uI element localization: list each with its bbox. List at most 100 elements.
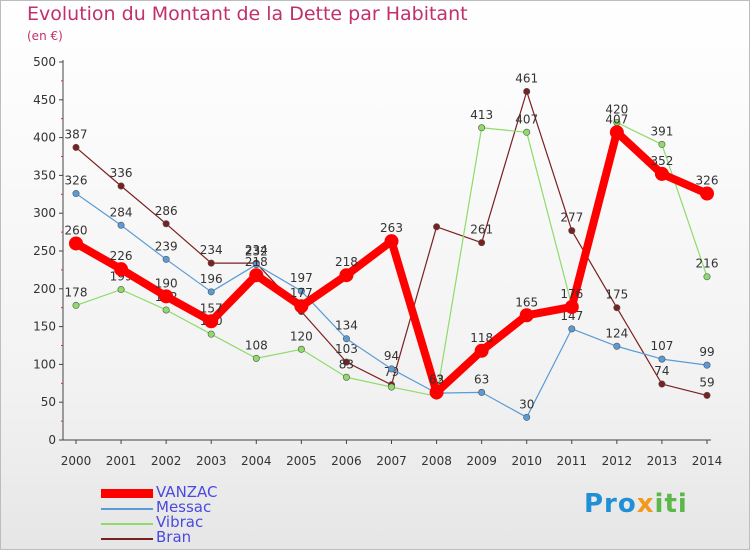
data-point-vanzac: [429, 385, 444, 400]
x-tick-label: 2001: [106, 454, 137, 468]
data-label-messac: 107: [650, 339, 673, 353]
x-tick-label: 2007: [376, 454, 407, 468]
data-label-vanzac: 407: [605, 112, 628, 126]
chart-title: Evolution du Montant de la Dette par Hab…: [27, 3, 468, 25]
data-point-vanzac: [294, 299, 309, 314]
x-tick-label: 2012: [602, 454, 633, 468]
y-tick-label: 500: [33, 55, 56, 69]
data-point-messac: [342, 335, 350, 343]
data-point-vibrac: [703, 273, 711, 281]
y-tick-label: 250: [33, 244, 56, 258]
x-tick-label: 2010: [511, 454, 542, 468]
data-point-vanzac: [474, 343, 489, 358]
data-label-vibrac: 216: [696, 257, 719, 271]
data-label-bran: 234: [200, 243, 223, 257]
y-tick-label: 50: [41, 395, 56, 409]
data-label-bran: 336: [110, 166, 133, 180]
legend-item-vanzac[interactable]: VANZAC: [101, 483, 301, 501]
data-point-messac: [703, 361, 711, 369]
data-point-bran: [478, 239, 486, 247]
x-tick-label: 2002: [151, 454, 182, 468]
y-tick-label: 350: [33, 168, 56, 182]
data-point-vanzac: [609, 125, 624, 140]
data-label-vanzac: 218: [335, 255, 358, 269]
legend-label: Vibrac: [156, 513, 204, 531]
data-label-vanzac: 352: [650, 154, 673, 168]
x-tick-label: 2003: [196, 454, 227, 468]
data-point-bran: [613, 304, 621, 312]
y-tick-label: 150: [33, 320, 56, 334]
x-tick-label: 2005: [286, 454, 317, 468]
data-label-vibrac: 178: [65, 285, 88, 299]
chart-unit: (en €): [27, 29, 63, 43]
legend-label: VANZAC: [156, 483, 218, 501]
proxiti-logo[interactable]: Proxiti: [584, 489, 688, 519]
data-point-vanzac: [204, 314, 219, 329]
data-point-bran: [568, 227, 576, 235]
data-point-bran: [342, 358, 350, 366]
x-tick-label: 2008: [421, 454, 452, 468]
legend-swatch: [101, 538, 153, 540]
data-label-messac: 134: [335, 319, 358, 333]
data-label-vanzac: 118: [470, 331, 493, 345]
legend-item-bran[interactable]: Bran: [101, 529, 301, 546]
data-point-vibrac: [658, 140, 666, 148]
data-point-vanzac: [700, 186, 714, 201]
y-tick-label: 200: [33, 282, 56, 296]
legend-item-messac[interactable]: Messac: [101, 498, 301, 516]
data-label-messac: 63: [474, 372, 489, 386]
data-point-messac: [117, 221, 125, 229]
data-point-vanzac: [339, 268, 354, 283]
data-point-messac: [297, 287, 305, 295]
data-label-vanzac: 260: [65, 223, 88, 237]
data-label-bran: 286: [155, 204, 178, 218]
data-label-vibrac: 120: [290, 329, 313, 343]
data-point-vibrac: [252, 354, 260, 362]
legend-label: Messac: [156, 498, 212, 516]
data-point-vanzac: [159, 289, 174, 304]
x-tick-label: 2013: [647, 454, 678, 468]
x-tick-label: 2011: [557, 454, 588, 468]
legend-swatch: [101, 489, 153, 498]
data-point-messac: [72, 190, 80, 198]
data-label-vibrac: 407: [515, 112, 538, 126]
data-point-bran: [703, 391, 711, 399]
y-tick-label: 300: [33, 206, 56, 220]
data-label-bran: 59: [699, 375, 714, 389]
y-tick-label: 0: [48, 433, 56, 447]
data-point-vibrac: [342, 373, 350, 381]
data-label-messac: 197: [290, 271, 313, 285]
data-label-bran: 261: [470, 223, 493, 237]
data-point-messac: [478, 388, 486, 396]
data-point-messac: [252, 261, 260, 269]
data-label-messac: 326: [65, 174, 88, 188]
data-point-messac: [207, 288, 215, 296]
data-label-vanzac: 176: [560, 287, 583, 301]
data-label-vanzac: 177: [290, 286, 313, 300]
data-point-bran: [207, 259, 215, 267]
data-point-bran: [658, 380, 666, 388]
data-label-vanzac: 326: [696, 174, 719, 188]
data-label-vibrac: 108: [245, 338, 268, 352]
data-label-vibrac: 83: [339, 357, 354, 371]
data-point-messac: [613, 342, 621, 350]
data-label-vanzac: 218: [245, 255, 268, 269]
y-tick-label: 400: [33, 131, 56, 145]
data-label-messac: 196: [200, 272, 223, 286]
data-point-messac: [162, 255, 170, 263]
data-label-vibrac: 420: [605, 102, 628, 116]
data-label-bran: 74: [654, 364, 669, 378]
x-tick-label: 2000: [61, 454, 92, 468]
data-point-vanzac: [69, 236, 83, 251]
data-label-vanzac: 165: [515, 295, 538, 309]
data-label-vanzac: 157: [200, 301, 223, 315]
data-label-vibrac: 413: [470, 108, 493, 122]
data-point-bran: [117, 182, 125, 190]
legend-item-vibrac[interactable]: Vibrac: [101, 513, 301, 531]
data-point-vibrac: [387, 383, 395, 391]
data-point-bran: [72, 143, 80, 151]
data-label-messac: 239: [155, 239, 178, 253]
data-label-messac: 147: [560, 309, 583, 323]
data-point-vanzac: [114, 262, 129, 277]
y-tick-label: 450: [33, 93, 56, 107]
